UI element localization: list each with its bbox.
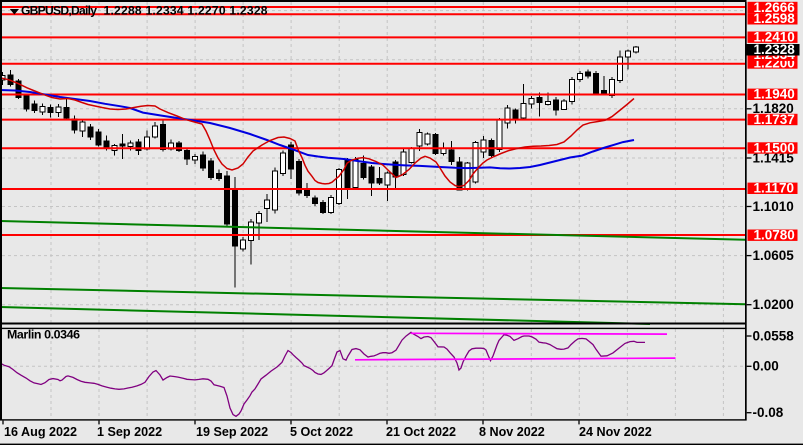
svg-text:1.0200: 1.0200: [753, 297, 794, 312]
svg-text:1.2410: 1.2410: [754, 30, 795, 45]
svg-text:19 Sep 2022: 19 Sep 2022: [196, 425, 268, 439]
svg-text:1.1170: 1.1170: [754, 181, 795, 196]
svg-text:1.2288 1.2334 1.2270 1.2328: 1.2288 1.2334 1.2270 1.2328: [104, 4, 268, 18]
svg-text:5 Oct 2022: 5 Oct 2022: [290, 425, 353, 439]
svg-text:Marlin 0.0346: Marlin 0.0346: [7, 327, 80, 341]
svg-text:1.0780: 1.0780: [754, 228, 795, 243]
svg-text:1 Sep 2022: 1 Sep 2022: [97, 425, 162, 439]
svg-text:1.1737: 1.1737: [754, 112, 795, 127]
svg-text:1.1500: 1.1500: [754, 140, 795, 155]
svg-text:21 Oct 2022: 21 Oct 2022: [386, 425, 456, 439]
svg-text:1.2666: 1.2666: [754, 0, 796, 15]
svg-text:24 Nov 2022: 24 Nov 2022: [579, 425, 652, 439]
svg-text:GBPUSD,Daily: GBPUSD,Daily: [21, 4, 97, 18]
svg-text:16 Aug 2022: 16 Aug 2022: [4, 425, 77, 439]
svg-text:0.00: 0.00: [753, 359, 779, 374]
svg-text:-0.08: -0.08: [753, 405, 784, 420]
svg-text:1.1415: 1.1415: [753, 150, 795, 165]
svg-text:1.1940: 1.1940: [754, 87, 795, 102]
svg-text:1.2328: 1.2328: [754, 42, 796, 57]
svg-text:0.0558: 0.0558: [753, 328, 795, 343]
svg-text:1.1820: 1.1820: [753, 101, 794, 116]
svg-text:8 Nov 2022: 8 Nov 2022: [479, 425, 545, 439]
svg-text:1.2598: 1.2598: [754, 11, 796, 26]
svg-text:1.0605: 1.0605: [753, 248, 795, 263]
svg-text:1.1010: 1.1010: [753, 199, 794, 214]
